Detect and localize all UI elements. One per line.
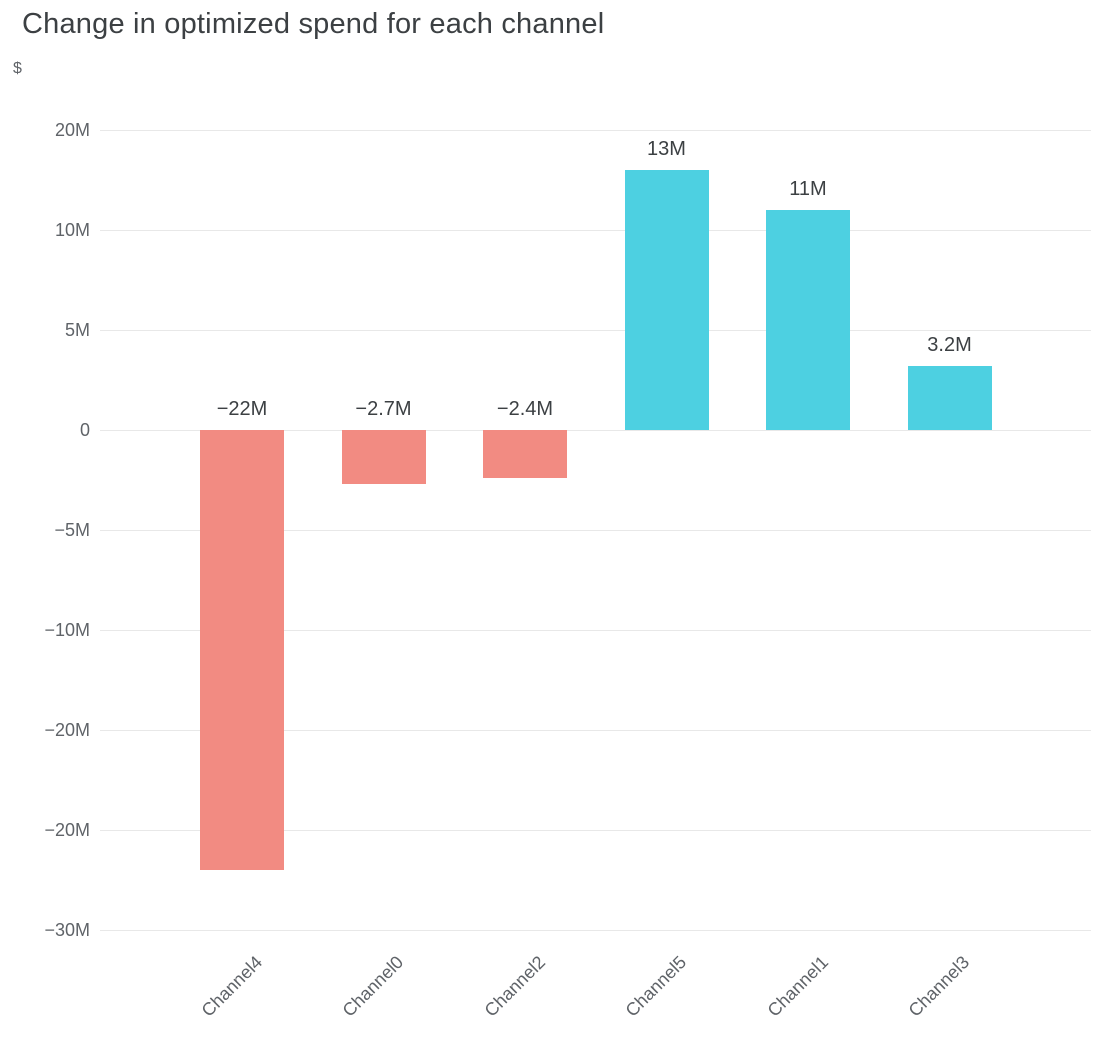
gridline bbox=[100, 930, 1091, 931]
plot-area: −22M −2.7M −2.4M 13M 11M 3.2M bbox=[100, 130, 1091, 931]
gridline bbox=[100, 330, 1091, 331]
bar[interactable] bbox=[200, 430, 284, 870]
x-axis-label: Channel3 bbox=[905, 952, 974, 1021]
y-tick-label: −30M bbox=[44, 920, 90, 940]
bar-value-label: −22M bbox=[216, 398, 268, 420]
y-tick-label: −10M bbox=[44, 620, 90, 640]
gridline bbox=[100, 230, 1091, 231]
bar-value-label: 11M bbox=[789, 178, 827, 200]
bar[interactable] bbox=[907, 366, 992, 430]
x-axis-label: Channel0 bbox=[339, 952, 408, 1021]
bar-column: 11M bbox=[766, 130, 850, 930]
bar-column: −2.7M bbox=[341, 130, 426, 930]
y-tick-label: −20M bbox=[44, 720, 90, 740]
bar-value-label: 3.2M bbox=[927, 334, 972, 356]
gridline bbox=[100, 430, 1091, 431]
bar-column: −2.4M bbox=[483, 130, 567, 930]
gridline bbox=[100, 630, 1091, 631]
gridline bbox=[100, 830, 1091, 831]
y-tick-label: 20M bbox=[54, 120, 90, 140]
bar[interactable] bbox=[341, 430, 426, 484]
bar-column: −22M bbox=[200, 130, 284, 930]
x-axis-label: Channel4 bbox=[197, 952, 267, 1021]
y-tick-label: −5M bbox=[54, 520, 90, 540]
y-tick-label: 10M bbox=[54, 220, 90, 240]
chart-title: Change in optimized spend for each chann… bbox=[22, 8, 605, 40]
bar-column: 3.2M bbox=[907, 130, 992, 930]
gridline bbox=[100, 530, 1091, 531]
x-axis: Channel4 Channel0 Channel2 Channel5 Chan… bbox=[100, 930, 1091, 1050]
bar-value-label: −2.4M bbox=[496, 398, 554, 420]
y-tick-label: 5M bbox=[64, 320, 90, 340]
bar-column: 13M bbox=[624, 130, 709, 930]
y-tick-label: −20M bbox=[44, 820, 90, 840]
bar-value-label: 13M bbox=[647, 138, 686, 160]
x-axis-label: Channel5 bbox=[622, 952, 691, 1021]
x-axis-label: Channel2 bbox=[480, 952, 550, 1021]
bar[interactable] bbox=[624, 170, 709, 430]
gridline bbox=[100, 730, 1091, 731]
bar[interactable] bbox=[766, 210, 850, 430]
y-axis-title: $ bbox=[13, 60, 22, 77]
bar[interactable] bbox=[483, 430, 567, 478]
bar-value-label: −2.7M bbox=[355, 398, 412, 420]
x-axis-label: Channel1 bbox=[763, 952, 833, 1021]
y-axis: 20M 10M 5M 0 −5M −10M −20M −20M −30M bbox=[0, 120, 90, 940]
gridline bbox=[100, 130, 1091, 131]
y-tick-label: 0 bbox=[79, 420, 90, 440]
